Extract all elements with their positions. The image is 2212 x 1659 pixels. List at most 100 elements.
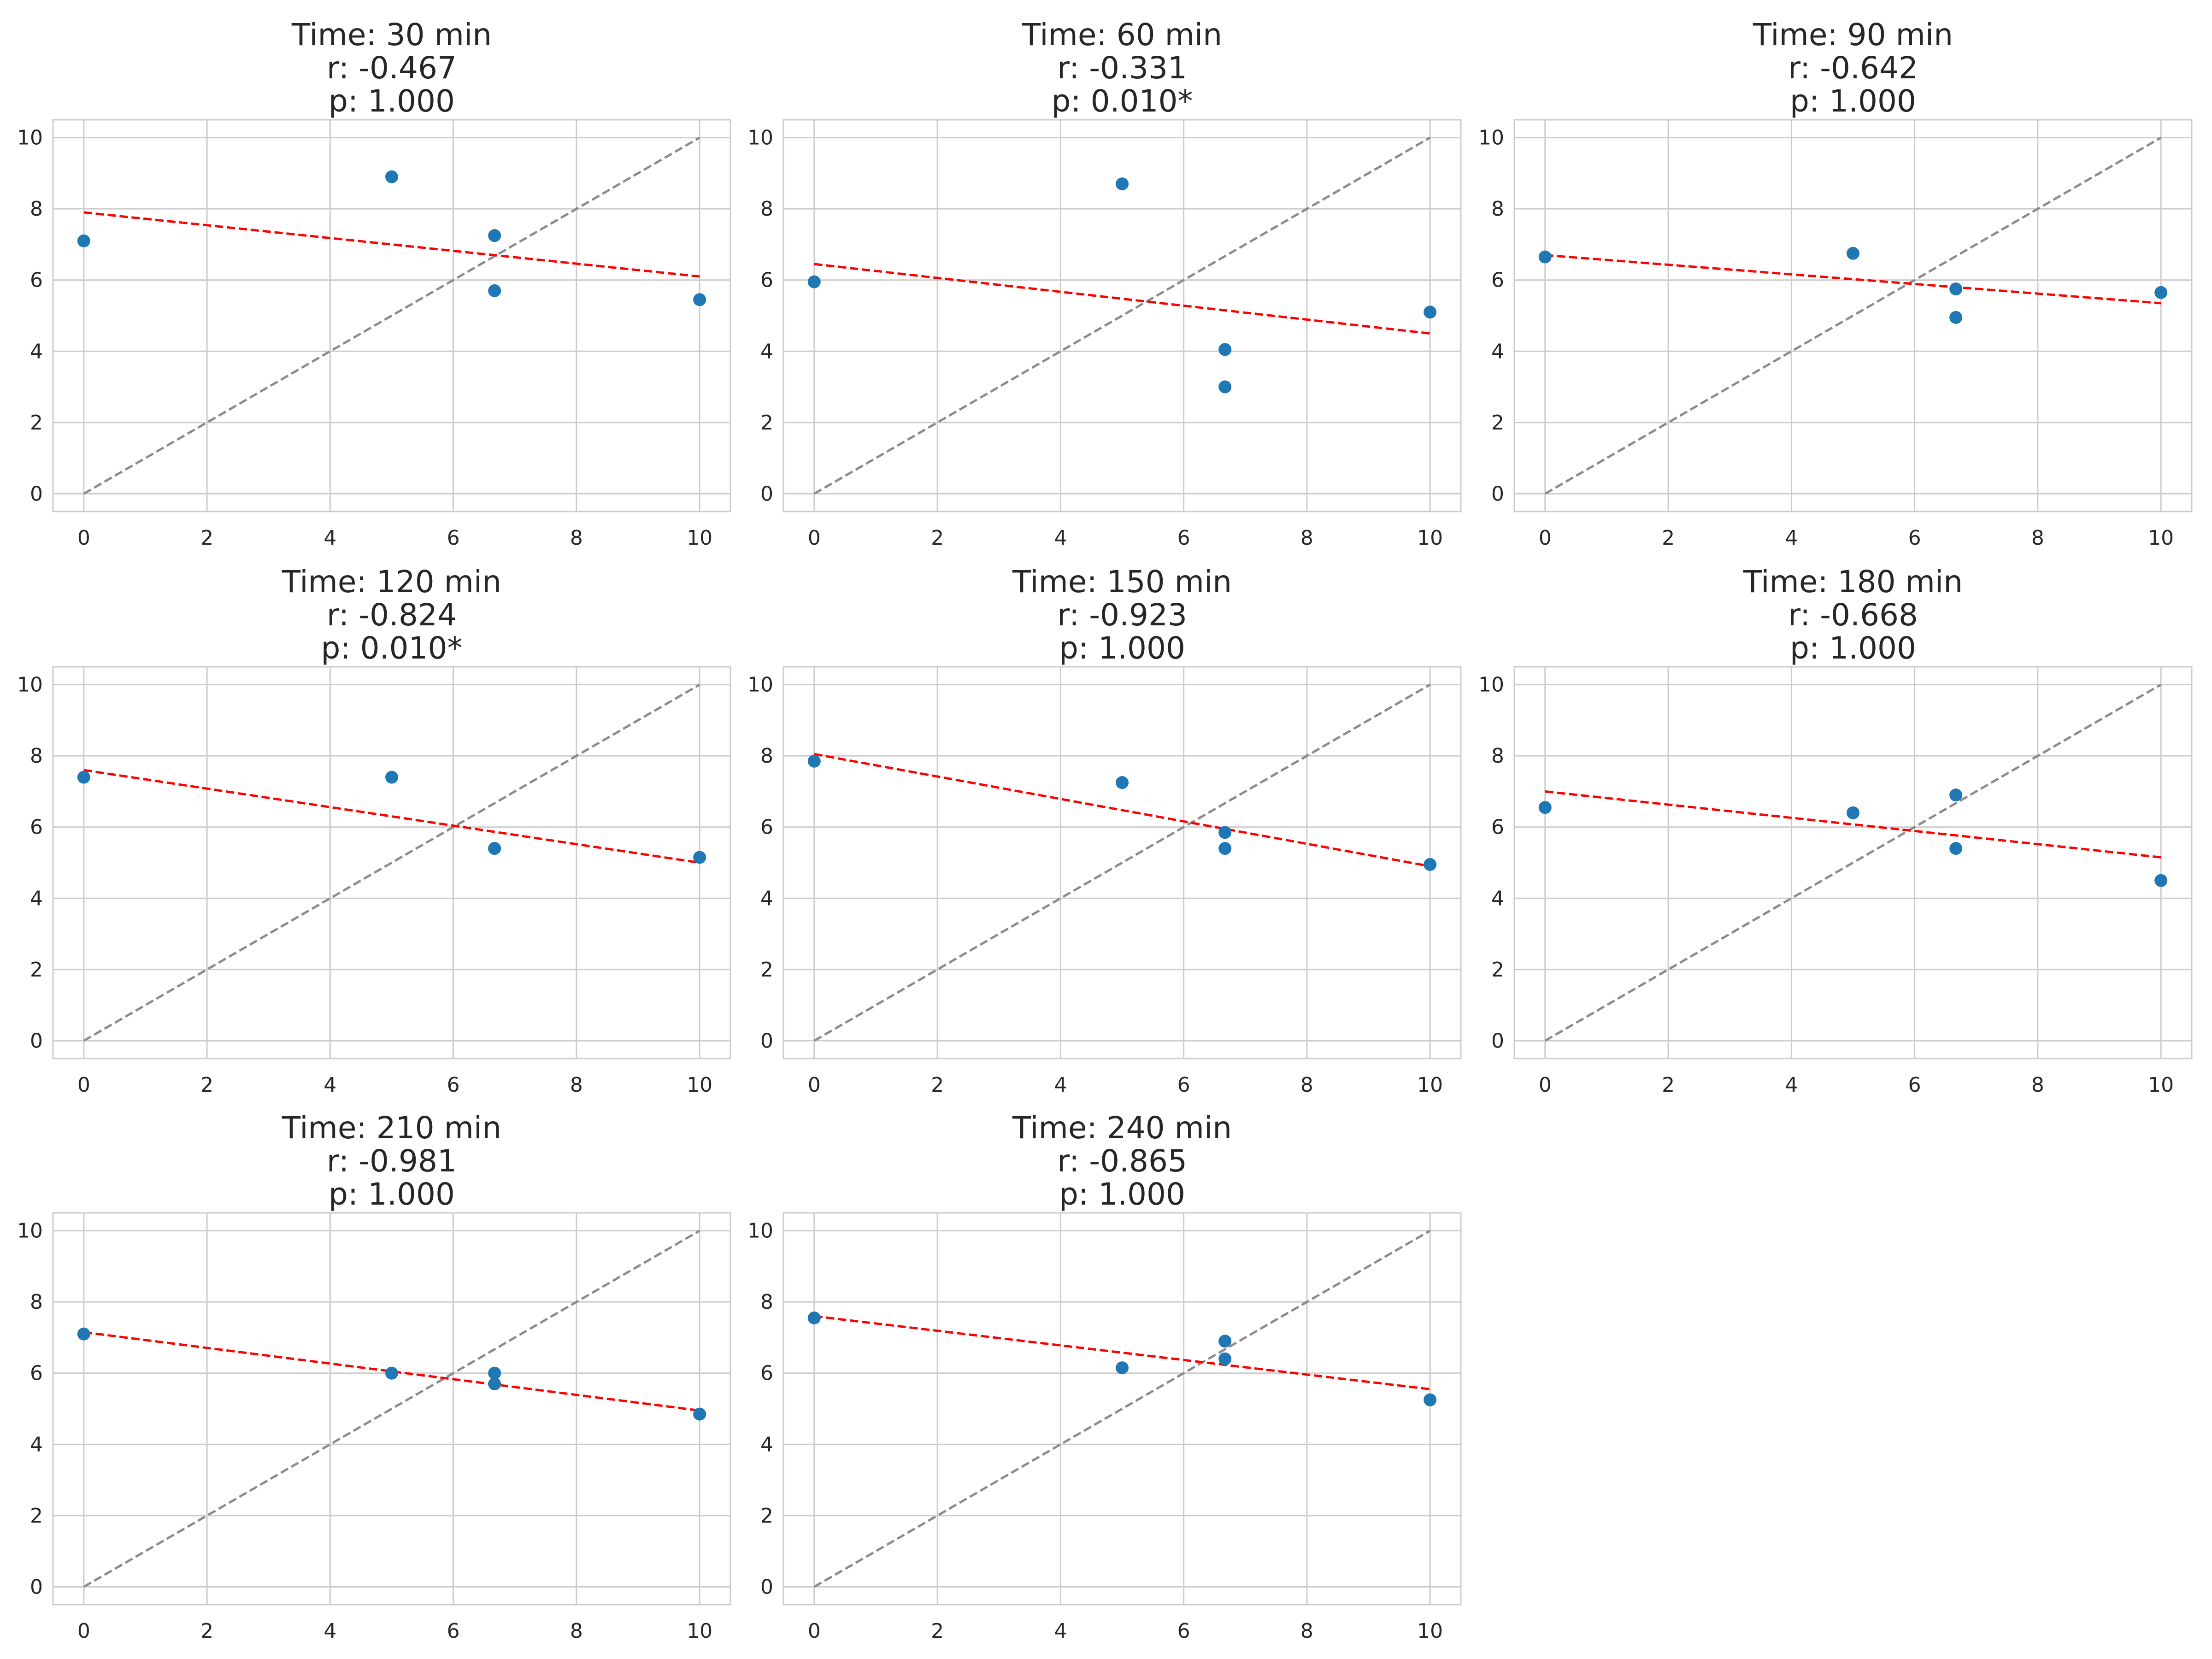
x-tick-label: 4 bbox=[324, 1619, 336, 1643]
data-point bbox=[1424, 858, 1437, 871]
x-tick-label: 8 bbox=[570, 526, 583, 550]
identity-line bbox=[813, 136, 1431, 495]
y-tick-label: 10 bbox=[1478, 673, 1504, 697]
x-tick-label: 10 bbox=[687, 1619, 712, 1643]
identity-line bbox=[813, 683, 1431, 1042]
axes-frame bbox=[52, 1212, 731, 1606]
data-point bbox=[488, 229, 501, 242]
y-tick-label: 8 bbox=[30, 197, 43, 221]
y-tick-label: 2 bbox=[760, 411, 773, 435]
x-tick-label: 6 bbox=[447, 1619, 460, 1643]
x-tick-label: 2 bbox=[931, 526, 944, 550]
y-tick-label: 8 bbox=[30, 1290, 43, 1314]
y-tick-label: 8 bbox=[1491, 744, 1504, 768]
x-tick-label: 6 bbox=[1177, 1073, 1190, 1097]
regression-line bbox=[1545, 790, 2161, 859]
data-point bbox=[807, 1311, 821, 1324]
x-tick-label: 0 bbox=[808, 1619, 821, 1643]
x-tick-label: 8 bbox=[2031, 1073, 2044, 1097]
subplot-title-line: r: -0.331 bbox=[1057, 50, 1187, 86]
x-tick-label: 8 bbox=[570, 1073, 583, 1097]
x-tick-label: 6 bbox=[1177, 1619, 1190, 1643]
regression-line bbox=[814, 263, 1430, 335]
data-point bbox=[1949, 842, 1963, 855]
subplot-title-line: p: 1.000 bbox=[329, 1177, 455, 1212]
y-tick-label: 4 bbox=[1491, 887, 1504, 910]
subplot-title-line: p: 1.000 bbox=[1059, 630, 1185, 666]
data-point bbox=[1949, 311, 1963, 324]
x-tick-label: 6 bbox=[1908, 526, 1921, 550]
x-tick-label: 2 bbox=[931, 1073, 944, 1097]
y-tick-label: 0 bbox=[760, 482, 773, 506]
identity-line bbox=[1544, 683, 2162, 1042]
data-point bbox=[77, 234, 90, 247]
y-tick-label: 10 bbox=[747, 126, 773, 150]
x-tick-label: 4 bbox=[324, 1073, 336, 1097]
y-tick-label: 8 bbox=[30, 744, 43, 768]
y-tick-label: 4 bbox=[760, 887, 773, 910]
x-tick-label: 10 bbox=[1417, 526, 1443, 550]
y-tick-label: 10 bbox=[747, 673, 773, 697]
y-tick-label: 6 bbox=[1491, 816, 1504, 839]
data-point bbox=[385, 170, 398, 183]
data-point bbox=[693, 851, 706, 864]
data-point bbox=[77, 771, 90, 784]
y-tick-label: 4 bbox=[30, 887, 43, 910]
subplot-title-line: r: -0.642 bbox=[1788, 50, 1918, 86]
x-tick-label: 4 bbox=[1785, 1073, 1798, 1097]
data-point bbox=[1949, 788, 1963, 802]
axes-frame bbox=[52, 666, 731, 1059]
axes-frame bbox=[782, 1212, 1462, 1606]
data-point bbox=[488, 842, 501, 855]
y-tick-label: 8 bbox=[760, 197, 773, 221]
x-tick-label: 0 bbox=[77, 1073, 90, 1097]
regression-line bbox=[83, 211, 700, 278]
x-tick-label: 2 bbox=[1662, 526, 1675, 550]
data-point bbox=[1218, 826, 1232, 839]
y-tick-label: 6 bbox=[30, 269, 43, 292]
axes-frame bbox=[52, 119, 731, 512]
x-tick-label: 8 bbox=[570, 1619, 583, 1643]
subplot-title-line: Time: 180 min bbox=[1743, 564, 1963, 600]
x-tick-label: 8 bbox=[1300, 526, 1313, 550]
data-point bbox=[693, 1407, 706, 1421]
y-tick-label: 6 bbox=[1491, 269, 1504, 292]
y-tick-label: 8 bbox=[760, 1290, 773, 1314]
subplot-title-line: r: -0.824 bbox=[327, 597, 457, 633]
subplot-title-line: p: 1.000 bbox=[329, 83, 455, 119]
x-tick-label: 8 bbox=[1300, 1073, 1313, 1097]
subplot-title-line: p: 0.010* bbox=[1051, 83, 1193, 119]
x-tick-label: 2 bbox=[200, 1619, 213, 1643]
y-tick-label: 8 bbox=[1491, 197, 1504, 221]
y-tick-label: 0 bbox=[30, 1575, 43, 1599]
y-tick-label: 6 bbox=[30, 1362, 43, 1385]
y-tick-label: 4 bbox=[760, 1433, 773, 1456]
x-tick-label: 0 bbox=[1539, 526, 1552, 550]
subplot-title-line: Time: 120 min bbox=[282, 564, 501, 600]
y-tick-label: 4 bbox=[760, 340, 773, 363]
y-tick-label: 10 bbox=[17, 1219, 43, 1243]
subplot-title-line: r: -0.467 bbox=[327, 50, 457, 86]
axes-frame bbox=[1513, 666, 2193, 1059]
y-tick-label: 0 bbox=[760, 1575, 773, 1599]
x-tick-label: 6 bbox=[1908, 1073, 1921, 1097]
identity-line bbox=[83, 683, 700, 1042]
y-tick-label: 6 bbox=[760, 816, 773, 839]
data-point bbox=[488, 284, 501, 297]
y-tick-label: 0 bbox=[1491, 482, 1504, 506]
subplot-title-line: r: -0.923 bbox=[1057, 597, 1187, 633]
regression-line bbox=[814, 1315, 1430, 1390]
x-tick-label: 10 bbox=[1417, 1619, 1443, 1643]
subplot-title-line: Time: 30 min bbox=[291, 17, 492, 53]
data-point bbox=[1538, 801, 1552, 814]
y-tick-label: 8 bbox=[760, 744, 773, 768]
regression-line bbox=[814, 753, 1430, 868]
data-point bbox=[807, 275, 821, 288]
y-tick-label: 2 bbox=[30, 1504, 43, 1528]
subplot-title-line: p: 1.000 bbox=[1790, 83, 1916, 119]
data-point bbox=[1847, 247, 1859, 260]
data-point bbox=[1218, 380, 1232, 394]
axes-frame bbox=[782, 666, 1462, 1059]
